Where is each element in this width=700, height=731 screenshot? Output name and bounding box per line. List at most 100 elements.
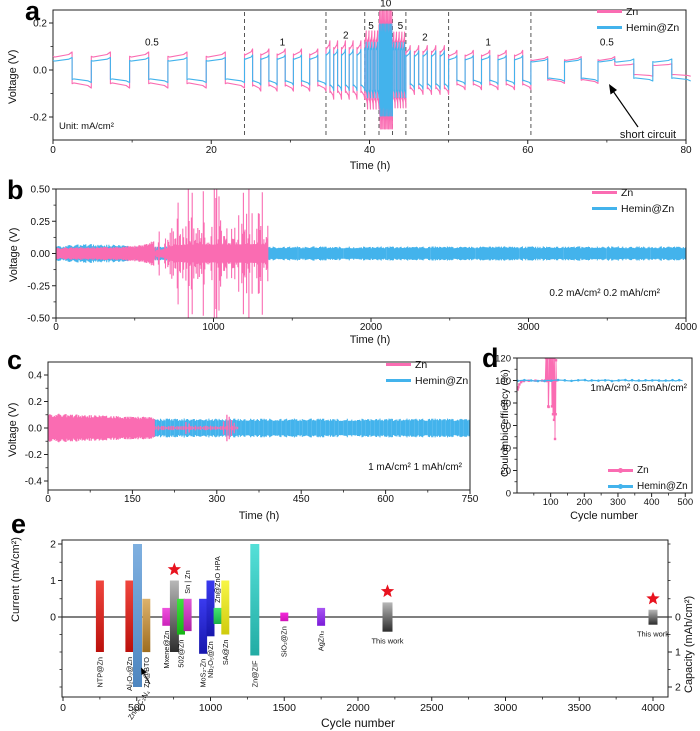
bar-starred [169, 580, 179, 652]
bar-al-o-zn [125, 580, 134, 652]
svg-text:300: 300 [208, 494, 225, 505]
legend-item-zn: Zn [386, 358, 468, 371]
legend-item-hemin: Hemin@Zn [386, 374, 468, 387]
svg-text:1: 1 [50, 575, 56, 587]
bar-sn-zn [183, 598, 192, 632]
svg-text:2: 2 [343, 30, 349, 41]
hemin-curve [52, 23, 691, 117]
panel-e: 0 500 1000 1500 2000 2500 3000 3500 4000 0 1 2 0 1 2 NT… [0, 524, 700, 731]
svg-text:750: 750 [462, 494, 479, 505]
bar-zn-zno-hpa [213, 607, 222, 624]
axes-c: 0 150 300 450 600 750 0.4 0.2 0.0 -0.2 -0.4 [25, 361, 479, 505]
axes-d: 100 200 300 400 500 0 20 40 60 80 100 120 [495, 354, 693, 509]
svg-text:4000: 4000 [675, 322, 698, 333]
hemin-line-marker-swatch [608, 483, 633, 490]
svg-text:5: 5 [398, 21, 404, 32]
svg-text:Sn | Zn: Sn | Zn [183, 570, 192, 593]
svg-text:3500: 3500 [568, 702, 592, 714]
short-circuit-annotation: short circuit [619, 129, 677, 141]
svg-text:0: 0 [60, 702, 66, 714]
panel-a-ylabel: Voltage (V) [7, 49, 19, 104]
svg-text:0.50: 0.50 [31, 185, 51, 196]
bar-mos-zn [199, 598, 208, 654]
panel-c-condition: 1 mA/cm² 1 mAh/cm² [368, 462, 462, 473]
legend-hemin-label: Hemin@Zn [621, 202, 675, 215]
hemin-dot-swatch [618, 483, 624, 490]
panel-b-legend: Zn Hemin@Zn [592, 186, 674, 215]
panel-a-chart: 0 20 40 60 80 0.2 0.0 -0.2 0.5 1 2 5 10 5 2 1 0.5 [30, 0, 692, 156]
svg-text:0: 0 [50, 145, 56, 156]
panel-b-ylabel: Voltage (V) [8, 227, 20, 282]
rate-labels: 0.5 1 2 5 10 5 2 1 0.5 [145, 0, 614, 48]
svg-text:Mxene@Zn: Mxene@Zn [162, 631, 171, 669]
svg-text:-0.2: -0.2 [30, 113, 48, 124]
bar-nb-o-zn [206, 580, 215, 637]
panel-e-ylabel-left: Current (mA/cm²) [10, 537, 22, 622]
svg-text:20: 20 [206, 145, 218, 156]
svg-text:-0.4: -0.4 [25, 477, 43, 488]
panel-b: 0 1000 2000 3000 4000 0.50 0.25 0.00 -0.25 -0.50 … [0, 178, 700, 347]
svg-text:40: 40 [500, 444, 511, 455]
svg-text:1: 1 [280, 37, 286, 48]
svg-text:0.0: 0.0 [33, 66, 47, 77]
svg-text:2: 2 [422, 33, 428, 44]
svg-text:2000: 2000 [346, 702, 370, 714]
legend-zn-label: Zn [415, 358, 428, 371]
legend-zn-label: Zn [637, 465, 649, 476]
svg-text:80: 80 [680, 145, 692, 156]
svg-text:1500: 1500 [273, 702, 297, 714]
axes-b: 0 1000 2000 3000 4000 0.50 0.25 0.00 -0.25 -0.50 [27, 185, 697, 334]
svg-text:0.25: 0.25 [31, 217, 51, 228]
svg-text:5: 5 [368, 21, 374, 32]
series-b [56, 189, 686, 318]
panel-a-label: a [25, 0, 41, 26]
svg-text:This work: This work [371, 637, 403, 646]
hemin-line-swatch [386, 379, 411, 382]
svg-text:450: 450 [293, 494, 310, 505]
panel-a-unit-note: Unit: mA/cm² [59, 121, 114, 132]
svg-text:0.2: 0.2 [33, 19, 47, 30]
svg-text:2500: 2500 [420, 702, 444, 714]
panel-e-ylabel-right: Capacity (mAh/cm²) [683, 595, 695, 693]
svg-text:600: 600 [377, 494, 394, 505]
svg-text:300: 300 [610, 497, 626, 508]
panel-c-xlabel: Time (h) [238, 510, 280, 522]
zn-band [48, 413, 239, 443]
legend-hemin-label: Hemin@Zn [637, 481, 688, 492]
bar-zn-zif [250, 544, 260, 656]
svg-text:SA@Zn: SA@Zn [221, 640, 230, 666]
legend-zn-label: Zn [621, 186, 634, 199]
legend-item-hemin: Hemin@Zn [592, 202, 674, 215]
panel-d-ylabel: Coulombic effiency (%) [499, 369, 511, 477]
short-circuit-arrow [609, 84, 639, 128]
svg-text:0.5: 0.5 [145, 37, 159, 48]
panel-c-chart: 0 150 300 450 600 750 0.4 0.2 0.0 -0.2 -0.4 [25, 361, 479, 505]
svg-text:2: 2 [50, 539, 56, 551]
panel-a-legend: Zn Hemin@Zn [597, 5, 679, 34]
legend-zn-label: Zn [626, 5, 639, 18]
svg-text:500: 500 [128, 702, 146, 714]
panel-c-label: c [7, 345, 23, 375]
bar-502-zn [177, 598, 185, 635]
zn-line-marker-swatch [608, 467, 633, 474]
axes-e: 0 500 1000 1500 2000 2500 3000 3500 4000 0 1 2 0 1 2 [50, 539, 681, 715]
panel-a: 0 20 40 60 80 0.2 0.0 -0.2 0.5 1 2 5 10 5 2 1 0.5 Voltag… [0, 0, 700, 178]
svg-text:Zn@BTO: Zn@BTO [142, 657, 151, 688]
svg-text:100: 100 [495, 376, 511, 387]
legend-item-zn: Zn [592, 186, 674, 199]
legend-hemin-label: Hemin@Zn [415, 374, 469, 387]
svg-text:2000: 2000 [360, 322, 383, 333]
svg-text:500: 500 [677, 497, 693, 508]
star-icon [646, 591, 660, 605]
svg-text:20: 20 [500, 466, 511, 477]
legend-item-zn: Zn [608, 464, 688, 477]
svg-text:0: 0 [45, 494, 51, 505]
hemin-line-swatch [597, 26, 622, 29]
bar-zn-g-c-n- [133, 544, 142, 687]
svg-text:0: 0 [53, 322, 59, 333]
svg-text:Zn@ZnO HPA: Zn@ZnO HPA [213, 556, 222, 603]
panel-e-xlabel: Cycle number [320, 716, 396, 730]
svg-text:1: 1 [675, 647, 681, 659]
panel-e-label: e [11, 509, 27, 539]
svg-text:100: 100 [543, 497, 559, 508]
